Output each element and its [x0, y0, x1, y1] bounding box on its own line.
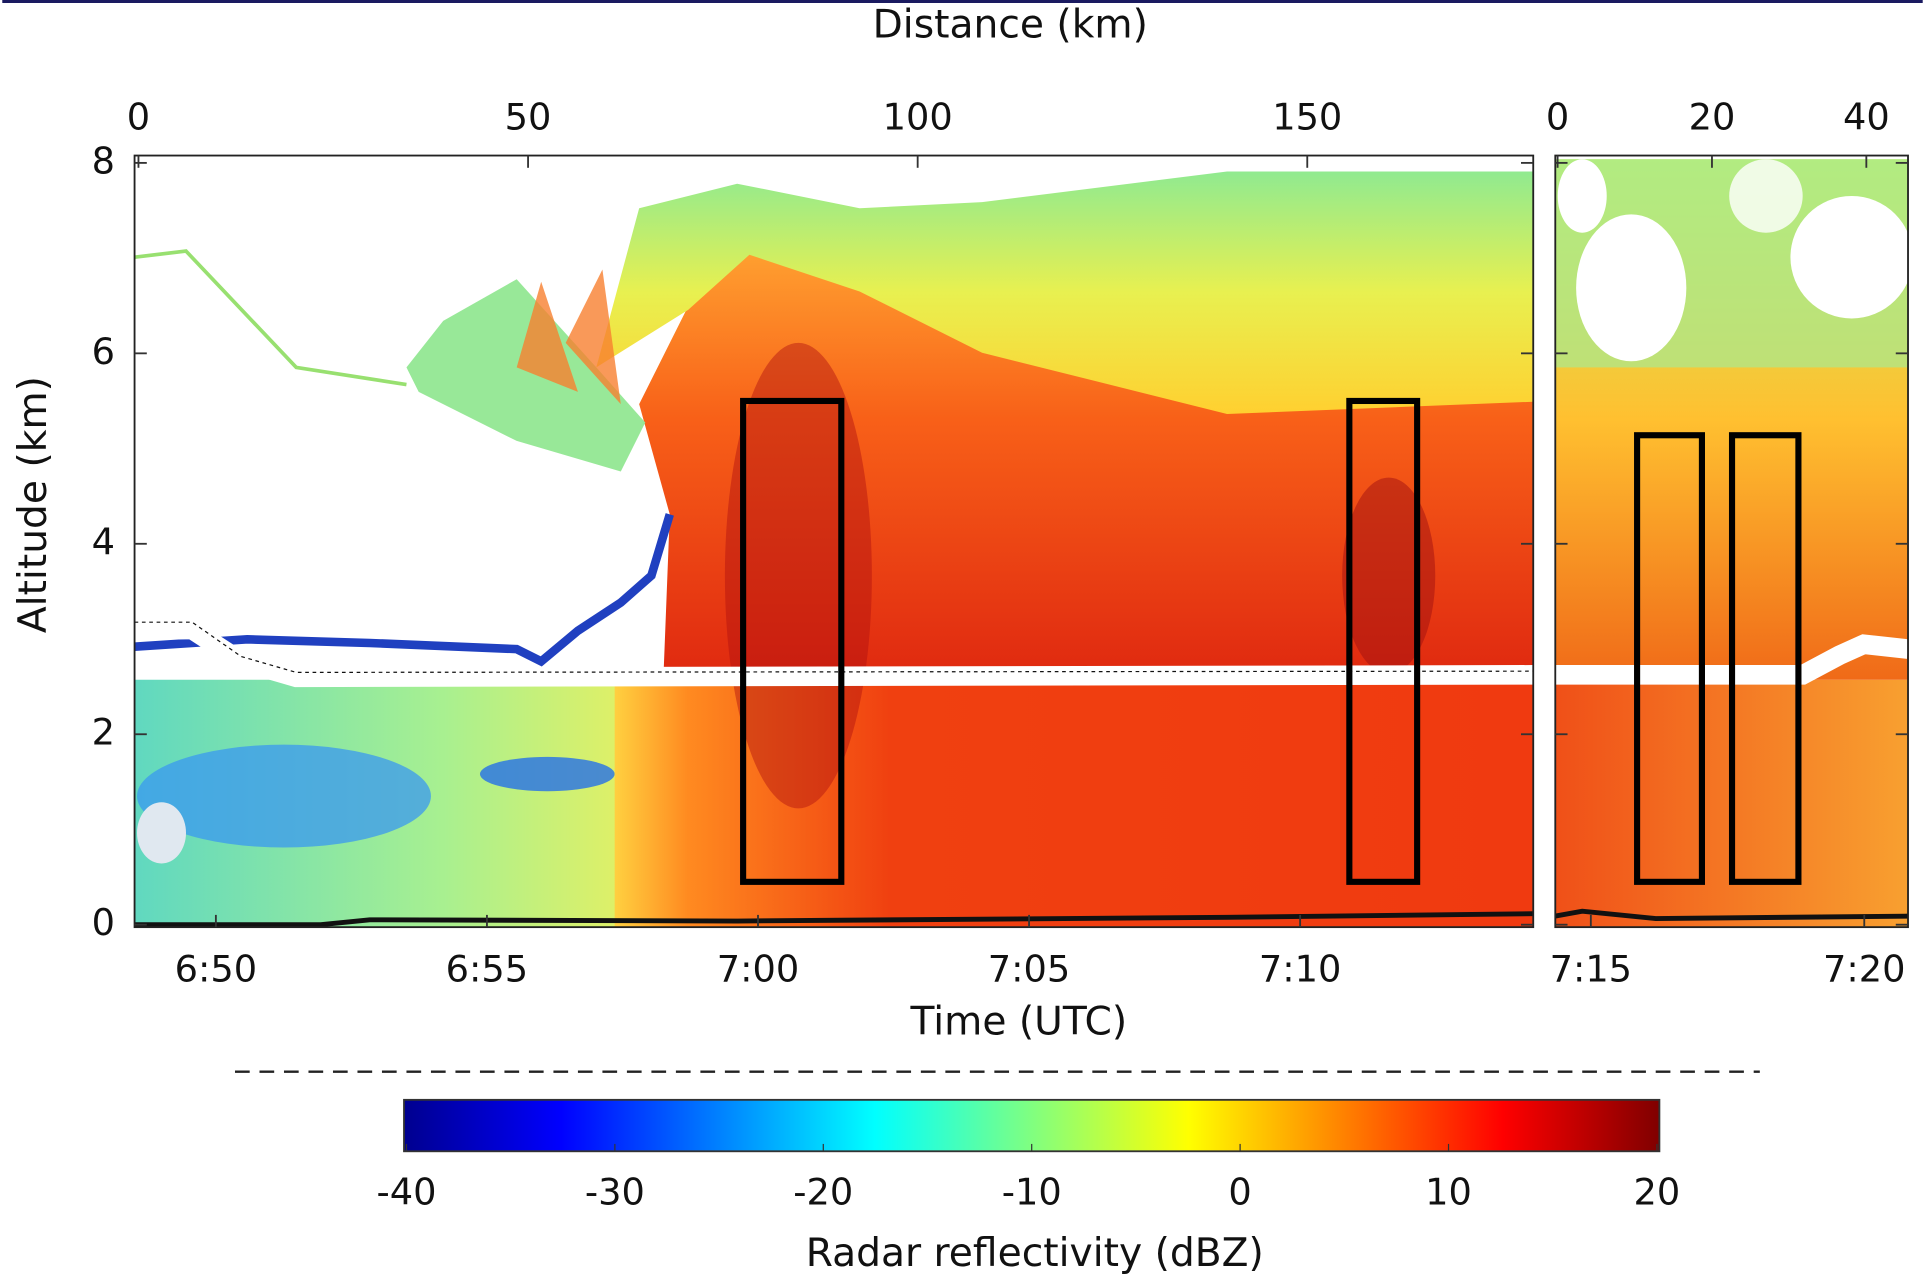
colorbar-tick-label: -30: [585, 1171, 645, 1214]
colorbar-tick-label: 0: [1228, 1171, 1251, 1214]
y-axis-label: Altitude (km): [11, 376, 56, 633]
x-tick-label: 6:55: [446, 948, 528, 991]
colorbar-tick-label: -40: [376, 1171, 436, 1214]
x2-tick-label: 50: [505, 95, 552, 138]
colorbar-tick-label: -20: [793, 1171, 853, 1214]
colorbar-tick-label: 20: [1634, 1171, 1681, 1214]
x2-tick-label: 0: [127, 95, 150, 138]
x-tick-label: 7:05: [988, 948, 1071, 991]
x2-axis-label: Distance (km): [873, 2, 1148, 47]
x2-tick-label: 0: [1546, 95, 1569, 138]
colorbar-tick-label: 10: [1425, 1171, 1472, 1214]
highlight-box: [1634, 432, 1705, 885]
y-tick-label: 8: [92, 139, 115, 182]
colorbar: [403, 1098, 1661, 1153]
y-tick-label: 0: [92, 901, 115, 944]
x-tick-label: 7:20: [1823, 948, 1906, 991]
highlight-box: [1728, 432, 1802, 885]
x-tick-label: 7:00: [717, 948, 800, 991]
y-tick-label: 2: [92, 711, 115, 754]
y-tick-label: 4: [92, 520, 115, 563]
x2-tick-label: 100: [883, 95, 953, 138]
highlight-box: [740, 397, 845, 885]
x-tick-label: 6:50: [175, 948, 257, 991]
x2-tick-label: 40: [1843, 95, 1890, 138]
x-tick-label: 7:10: [1259, 948, 1341, 991]
highlight-box: [1346, 397, 1421, 885]
x2-tick-label: 150: [1272, 95, 1342, 138]
panel-frame: [1554, 154, 1909, 929]
x2-tick-label: 20: [1689, 95, 1736, 138]
x-axis-label: Time (UTC): [910, 999, 1128, 1044]
colorbar-label: Radar reflectivity (dBZ): [806, 1231, 1264, 1276]
radar-field-1: [134, 171, 1534, 928]
colorbar-tick-label: -10: [1002, 1171, 1062, 1214]
panel-frame: [133, 154, 1535, 929]
y-tick-label: 6: [92, 330, 115, 373]
x-tick-label: 7:15: [1550, 948, 1632, 991]
